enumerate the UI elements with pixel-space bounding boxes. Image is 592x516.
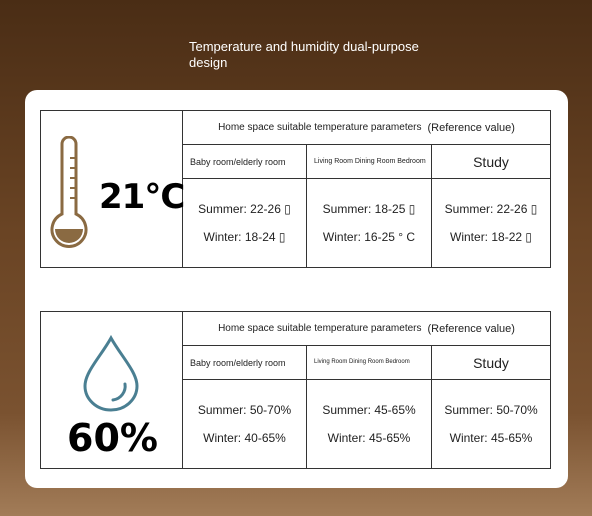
temperature-table: Home space suitable temperature paramete… <box>183 111 550 267</box>
table-header: Home space suitable temperature paramete… <box>183 111 550 145</box>
column-baby-room: Baby room/elderly room <box>190 156 286 167</box>
column-names-row: Baby room/elderly room Living Room Dinin… <box>183 145 550 179</box>
header-reference: (Reference value) <box>427 121 515 134</box>
humidity-table: Home space suitable temperature paramete… <box>183 312 550 468</box>
values-row: Summer: 50-70% Winter: 40-65% Summer: 45… <box>183 380 550 468</box>
column-study: Study <box>473 354 509 371</box>
winter-value: Winter: 18-22 ▯ <box>450 230 532 244</box>
column-living-room: Living Room Dining Room Bedroom <box>314 359 410 365</box>
humidity-summary: 60% <box>41 312 183 468</box>
water-drop-icon <box>83 334 139 412</box>
column-study: Study <box>473 153 509 170</box>
temperature-panel: 21°C Home space suitable temperature par… <box>40 110 551 268</box>
humidity-panel: 60% Home space suitable temperature para… <box>40 311 551 469</box>
temperature-value: 21°C <box>99 177 185 217</box>
header-title: Home space suitable temperature paramete… <box>218 122 422 133</box>
values-row: Summer: 22-26 ▯ Winter: 18-24 ▯ Summer: … <box>183 179 550 267</box>
summer-value: Summer: 22-26 ▯ <box>198 202 291 216</box>
temperature-summary: 21°C <box>41 111 185 267</box>
section-heading: Temperature and humidity dual-purpose de… <box>189 39 419 70</box>
summer-value: Summer: 22-26 ▯ <box>444 202 538 216</box>
column-names-row: Baby room/elderly room Living Room Dinin… <box>183 346 550 380</box>
winter-value: Winter: 45-65% <box>327 431 411 445</box>
winter-value: Winter: 18-24 ▯ <box>203 230 286 244</box>
header-reference: (Reference value) <box>427 322 515 335</box>
winter-value: Winter: 45-65% <box>449 431 533 445</box>
info-card: 21°C Home space suitable temperature par… <box>25 90 568 488</box>
summer-value: Summer: 50-70% <box>444 403 538 417</box>
column-baby-room: Baby room/elderly room <box>190 357 286 368</box>
winter-value: Winter: 40-65% <box>203 431 286 445</box>
thermometer-icon <box>50 136 88 248</box>
summer-value: Summer: 50-70% <box>197 403 292 417</box>
header-title: Home space suitable temperature paramete… <box>218 323 422 334</box>
summer-value: Summer: 18-25 ▯ <box>322 202 416 216</box>
column-living-room: Living Room Dining Room Bedroom <box>314 158 426 165</box>
table-header: Home space suitable temperature paramete… <box>183 312 550 346</box>
summer-value: Summer: 45-65% <box>322 403 416 417</box>
winter-value: Winter: 16-25 ° C <box>322 230 416 244</box>
humidity-value: 60% <box>67 416 158 460</box>
